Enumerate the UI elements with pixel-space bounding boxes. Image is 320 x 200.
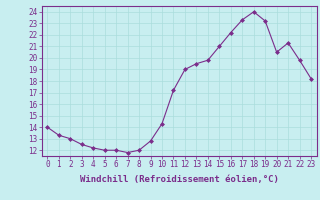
X-axis label: Windchill (Refroidissement éolien,°C): Windchill (Refroidissement éolien,°C) (80, 175, 279, 184)
